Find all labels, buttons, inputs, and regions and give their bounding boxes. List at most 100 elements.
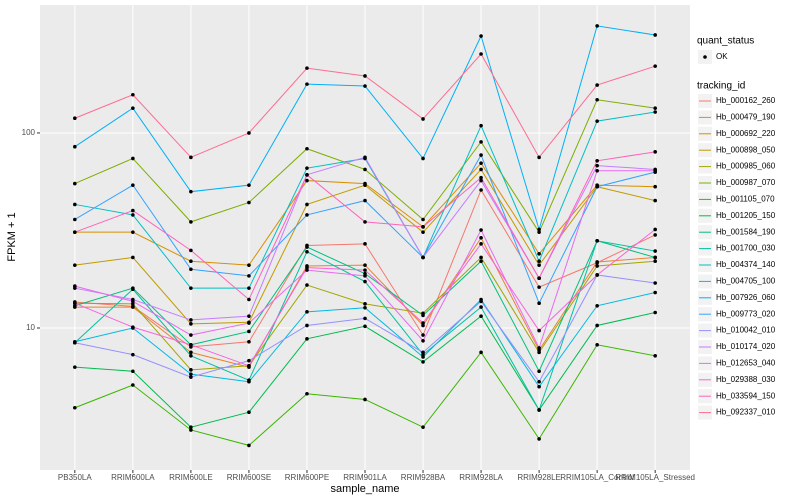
data-point	[131, 92, 135, 97]
data-point	[595, 273, 599, 277]
data-point	[305, 66, 309, 70]
data-point	[305, 146, 309, 151]
data-point	[131, 183, 135, 187]
data-point	[305, 82, 309, 86]
data-point	[595, 83, 599, 87]
data-point	[247, 274, 251, 278]
data-point	[73, 303, 77, 308]
data-point	[479, 259, 483, 264]
data-point	[247, 263, 251, 267]
data-point	[363, 279, 367, 284]
data-point	[189, 375, 193, 379]
data-point	[595, 97, 599, 102]
data-point	[363, 268, 367, 272]
legend-label: Hb_000162_260	[716, 96, 776, 105]
data-point	[131, 369, 135, 374]
legend-label: Hb_000987_070	[716, 178, 776, 187]
data-point	[653, 227, 657, 232]
data-point	[363, 155, 367, 160]
legend-label: Hb_001105_070	[716, 195, 775, 204]
data-point	[189, 372, 193, 376]
data-point	[305, 245, 309, 249]
data-point	[479, 175, 483, 180]
data-point	[189, 428, 193, 432]
data-point	[595, 24, 599, 28]
data-point	[421, 321, 425, 325]
data-point	[247, 200, 251, 205]
data-point	[305, 202, 309, 207]
data-point	[189, 318, 193, 322]
data-point	[537, 384, 541, 389]
data-point	[305, 283, 309, 287]
data-point	[363, 84, 367, 88]
data-point	[595, 119, 599, 123]
data-point	[479, 242, 483, 246]
data-point	[363, 305, 367, 310]
data-point	[305, 173, 309, 177]
data-point	[247, 358, 251, 363]
data-point	[73, 116, 77, 121]
data-point	[73, 301, 77, 305]
y-axis-title: FPKM + 1	[6, 212, 18, 261]
data-point	[479, 299, 483, 304]
data-point	[131, 325, 135, 329]
data-point	[479, 123, 483, 128]
data-point	[653, 290, 657, 295]
data-point	[595, 158, 599, 163]
data-point	[73, 217, 77, 222]
data-point	[363, 274, 367, 278]
data-point	[537, 346, 541, 350]
data-point	[73, 144, 77, 149]
data-point	[537, 369, 541, 374]
x-tick-label: RRIM105LA_Stressed	[615, 473, 695, 482]
data-point	[305, 249, 309, 254]
data-point	[421, 230, 425, 234]
data-point	[247, 183, 251, 187]
data-point	[189, 342, 193, 347]
data-point	[73, 230, 77, 234]
data-point	[537, 276, 541, 281]
legend-label: Hb_009773_020	[716, 309, 776, 318]
data-point	[653, 150, 657, 154]
data-point	[247, 379, 251, 384]
data-point	[131, 287, 135, 292]
data-point	[363, 74, 367, 78]
data-point	[247, 329, 251, 334]
data-point	[189, 267, 193, 272]
data-point	[595, 163, 599, 168]
legend-label: Hb_001205_150	[716, 211, 776, 220]
data-point	[595, 184, 599, 189]
legend-title: quant_status	[697, 36, 754, 47]
data-point	[305, 337, 309, 341]
legend-label: Hb_092337_010	[716, 408, 776, 417]
data-point	[421, 360, 425, 364]
data-point	[479, 140, 483, 144]
data-point	[73, 405, 77, 410]
x-tick-label: RRIM901LA	[343, 473, 387, 482]
data-point	[653, 281, 657, 285]
data-point	[653, 233, 657, 237]
data-point	[653, 168, 657, 173]
data-point	[653, 64, 657, 68]
data-point	[595, 323, 599, 328]
data-point	[247, 131, 251, 135]
data-point	[363, 242, 367, 246]
data-point	[479, 161, 483, 165]
data-point	[595, 264, 599, 268]
data-point	[189, 350, 193, 355]
legend-label: Hb_000692_220	[716, 129, 776, 138]
data-point	[189, 354, 193, 358]
data-point	[653, 249, 657, 253]
data-point	[653, 110, 657, 114]
data-point	[421, 338, 425, 343]
legend-label: Hb_000479_190	[716, 113, 776, 122]
data-point	[653, 184, 657, 189]
data-point	[73, 365, 77, 369]
data-point	[421, 156, 425, 161]
data-point	[421, 355, 425, 359]
legend-label: Hb_004705_100	[716, 277, 776, 286]
data-point	[131, 230, 135, 234]
data-point	[131, 305, 135, 309]
data-point	[363, 397, 367, 402]
x-tick-label: RRIM105LA_Control	[560, 473, 634, 482]
